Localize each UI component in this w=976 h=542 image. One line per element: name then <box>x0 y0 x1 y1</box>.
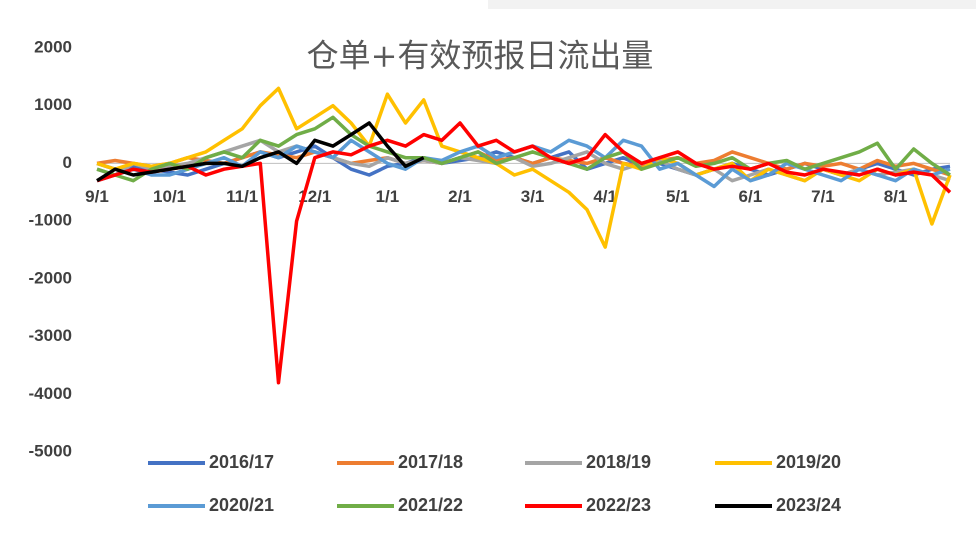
x-tick-label: 11/1 <box>226 187 258 206</box>
y-tick-label: -3000 <box>29 326 72 345</box>
legend-label: 2016/17 <box>209 452 274 472</box>
y-tick-label: -2000 <box>29 268 72 287</box>
legend-label: 2018/19 <box>586 452 651 472</box>
legend-label: 2023/24 <box>776 495 841 515</box>
x-tick-label: 1/1 <box>376 187 400 206</box>
x-tick-label: 8/1 <box>884 187 908 206</box>
x-tick-label: 6/1 <box>739 187 763 206</box>
y-tick-label: -5000 <box>29 441 72 460</box>
series-line <box>96 86 952 249</box>
x-tick-label: 2/1 <box>448 187 472 206</box>
x-tick-label: 7/1 <box>811 187 835 206</box>
legend-label: 2022/23 <box>586 495 651 515</box>
series-line <box>96 121 425 183</box>
x-tick-label: 5/1 <box>666 187 690 206</box>
window-strip <box>488 0 976 9</box>
x-tick-label: 9/1 <box>85 187 109 206</box>
y-tick-label: 2000 <box>34 37 72 56</box>
legend-label: 2019/20 <box>776 452 841 472</box>
y-tick-label: -4000 <box>29 384 72 403</box>
y-tick-label: 0 <box>63 153 72 172</box>
x-tick-label: 10/1 <box>153 187 186 206</box>
x-tick-label: 4/1 <box>593 187 617 206</box>
legend-label: 2021/22 <box>398 495 463 515</box>
chart-title: 仓单+有效预报日流出量 <box>307 37 654 75</box>
x-tick-label: 3/1 <box>521 187 545 206</box>
legend-label: 2020/21 <box>209 495 274 515</box>
y-tick-label: 1000 <box>34 95 72 114</box>
legend-label: 2017/18 <box>398 452 463 472</box>
y-tick-label: -1000 <box>29 211 72 230</box>
series-line <box>96 115 951 183</box>
